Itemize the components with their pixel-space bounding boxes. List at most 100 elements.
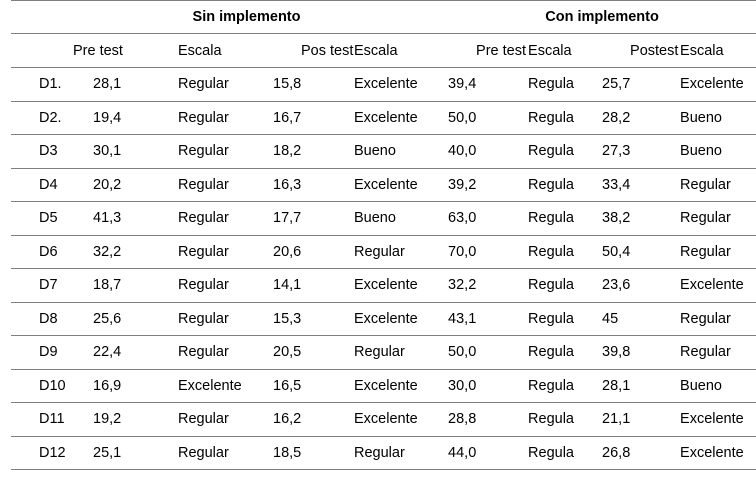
table-row: D6 32,2 Regular 20,6 Regular 70,0 Regula 50,4 Re… [11, 235, 756, 269]
sin-pre-escala: Regular [178, 134, 273, 169]
sin-pos-test-value: 16,2 [273, 402, 354, 437]
table-row: D11 19,2 Regular 16,2 Excelente 28,8 Regula 21,… [11, 402, 756, 437]
row-label: D10 [11, 369, 66, 403]
con-pre-escala: Regula [528, 67, 603, 102]
con-post-escala: Excelente [680, 436, 756, 470]
con-post-escala: Regular [680, 201, 756, 236]
sin-pre-escala: Regular [178, 235, 273, 269]
con-post-escala: Bueno [680, 369, 756, 403]
con-postest-value: 27,3 [602, 134, 681, 169]
con-pre-escala: Regula [528, 369, 603, 403]
con-postest-value: 45 [602, 302, 681, 336]
column-header-escala: Escala [528, 33, 603, 68]
group-header-row: Sin implemento Con implemento [11, 0, 756, 34]
sin-pos-test-value: 17,7 [273, 201, 354, 236]
con-pre-test-value: 40,0 [448, 134, 529, 169]
con-pre-test-value: 43,1 [448, 302, 529, 336]
column-header-escala: Escala [680, 33, 756, 68]
sin-pre-escala: Regular [178, 168, 273, 202]
row-label: D3 [11, 134, 58, 169]
sin-pre-test-value: 32,2 [45, 235, 178, 269]
sin-pos-test-value: 18,2 [273, 134, 354, 169]
table-row: D4 20,2 Regular 16,3 Excelente 39,2 Regula 33,4… [11, 168, 756, 202]
con-post-escala: Regular [680, 235, 756, 269]
sin-pre-escala: Regular [178, 402, 273, 437]
con-pre-escala: Regula [528, 101, 603, 135]
sin-pos-test-value: 16,7 [273, 101, 354, 135]
sin-pre-test-value: 19,4 [45, 101, 178, 135]
row-label: D11 [11, 402, 65, 437]
table-row: D8 25,6 Regular 15,3 Excelente 43,1 Regula 45 Re… [11, 302, 756, 336]
table-row: D5 41,3 Regular 17,7 Bueno 63,0 Regula 38,2 Regu… [11, 201, 756, 236]
sin-pos-escala: Excelente [354, 268, 449, 303]
table-header: Sin implemento Con implemento Pre test E… [11, 0, 756, 68]
sin-pos-escala: Excelente [354, 402, 449, 437]
con-pre-escala: Regula [528, 168, 603, 202]
sin-pos-test-value: 18,5 [273, 436, 354, 470]
table-row: D7 18,7 Regular 14,1 Excelente 32,2 Regula 23,6… [11, 268, 756, 303]
con-postest-value: 28,2 [602, 101, 681, 135]
sin-pos-escala: Regular [354, 335, 449, 370]
sin-pre-test-value: 30,1 [45, 134, 178, 169]
sin-pos-escala: Regular [354, 235, 449, 269]
con-postest-value: 26,8 [602, 436, 681, 470]
sin-pos-escala: Excelente [354, 168, 449, 202]
sin-pre-escala: Regular [178, 101, 273, 135]
sin-pos-test-value: 15,8 [273, 67, 354, 102]
row-label: D1. [11, 67, 62, 102]
row-label: D4 [11, 168, 58, 202]
sin-pos-test-value: 15,3 [273, 302, 354, 336]
sin-pre-escala: Regular [178, 436, 273, 470]
sin-pos-escala: Regular [354, 436, 449, 470]
sin-pre-escala: Regular [178, 302, 273, 336]
sin-pos-test-value: 20,5 [273, 335, 354, 370]
con-post-escala: Regular [680, 168, 756, 202]
column-header-postest: Postest [602, 33, 681, 68]
sin-pre-test-value: 18,7 [45, 268, 178, 303]
con-pre-test-value: 63,0 [448, 201, 529, 236]
sin-pos-escala: Excelente [354, 101, 449, 135]
con-pre-test-value: 70,0 [448, 235, 529, 269]
sin-pre-test-value: 25,6 [45, 302, 178, 336]
con-pre-test-value: 44,0 [448, 436, 529, 470]
con-pre-escala: Regula [528, 268, 603, 303]
con-pre-test-value: 50,0 [448, 335, 529, 370]
row-label: D6 [11, 235, 58, 269]
con-pre-escala: Regula [528, 201, 603, 236]
con-pre-test-value: 50,0 [448, 101, 529, 135]
table-row: D3 30,1 Regular 18,2 Bueno 40,0 Regula 27,3 Buen… [11, 134, 756, 169]
group-header-empty [11, 0, 45, 34]
sin-pos-escala: Excelente [354, 67, 449, 102]
con-postest-value: 23,6 [602, 268, 681, 303]
table-row: D12 25,1 Regular 18,5 Regular 44,0 Regula 26,8 E… [11, 436, 756, 470]
column-header-escala: Escala [354, 33, 449, 68]
column-header-escala: Escala [178, 33, 273, 68]
con-pre-escala: Regula [528, 335, 603, 370]
sin-pre-escala: Regular [178, 268, 273, 303]
con-post-escala: Bueno [680, 101, 756, 135]
con-postest-value: 33,4 [602, 168, 681, 202]
table-row: D2. 19,4 Regular 16,7 Excelente 50,0 Regula 28,… [11, 101, 756, 135]
table-body: D1. 28,1 Regular 15,8 Excelente 39,4 Regula 25,… [11, 67, 756, 470]
con-pre-escala: Regula [528, 134, 603, 169]
sin-pos-test-value: 14,1 [273, 268, 354, 303]
con-pre-test-value: 30,0 [448, 369, 529, 403]
column-header-label [11, 33, 45, 68]
group-header-con-implemento: Con implemento [448, 0, 756, 34]
con-pre-test-value: 32,2 [448, 268, 529, 303]
con-postest-value: 50,4 [602, 235, 681, 269]
sin-pre-test-value: 28,1 [45, 67, 178, 102]
con-pre-escala: Regula [528, 402, 603, 437]
column-header-pre-test: Pre test [45, 33, 178, 68]
sin-pos-escala: Excelente [354, 302, 449, 336]
con-postest-value: 25,7 [602, 67, 681, 102]
sin-pos-escala: Excelente [354, 369, 449, 403]
sin-pre-escala: Regular [178, 201, 273, 236]
row-label: D5 [11, 201, 58, 236]
con-post-escala: Regular [680, 335, 756, 370]
sin-pre-test-value: 16,9 [45, 369, 178, 403]
table-row: D10 16,9 Excelente 16,5 Excelente 30,0 Regula 2… [11, 369, 756, 403]
con-postest-value: 28,1 [602, 369, 681, 403]
con-post-escala: Bueno [680, 134, 756, 169]
con-pre-test-value: 28,8 [448, 402, 529, 437]
